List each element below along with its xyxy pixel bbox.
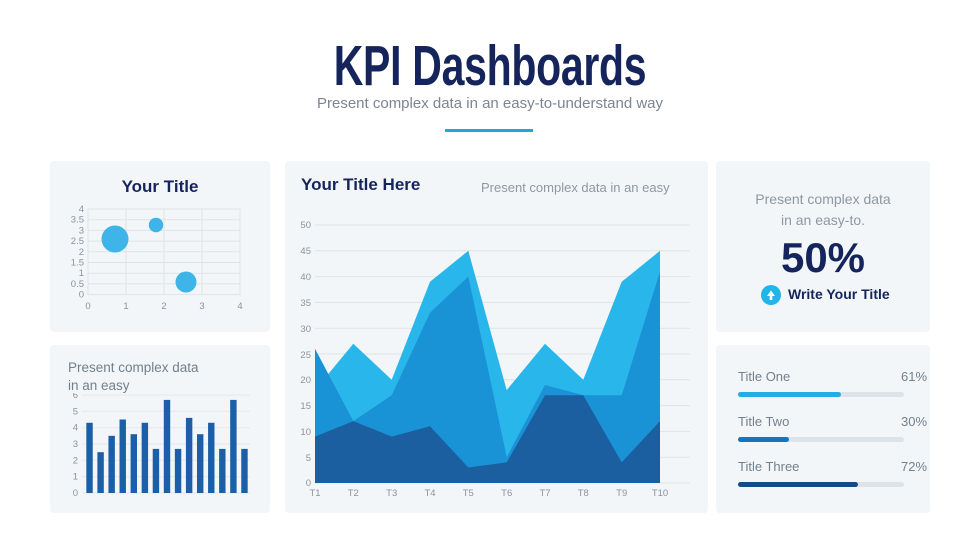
svg-text:0.5: 0.5	[71, 279, 84, 290]
svg-text:2: 2	[161, 301, 166, 312]
svg-text:20: 20	[300, 375, 311, 386]
svg-text:1: 1	[73, 472, 78, 483]
svg-text:T1: T1	[309, 488, 320, 499]
svg-text:4: 4	[237, 301, 242, 312]
svg-text:1: 1	[79, 268, 84, 279]
svg-text:3: 3	[73, 439, 78, 450]
svg-text:2.5: 2.5	[71, 236, 84, 247]
svg-text:4: 4	[73, 423, 78, 434]
svg-text:6: 6	[73, 393, 78, 401]
svg-text:40: 40	[300, 272, 311, 283]
svg-text:T7: T7	[539, 488, 550, 499]
svg-text:T10: T10	[652, 488, 668, 499]
svg-text:T5: T5	[463, 488, 474, 499]
svg-text:T6: T6	[501, 488, 512, 499]
svg-text:50: 50	[300, 220, 311, 231]
svg-text:T2: T2	[348, 488, 359, 499]
svg-text:T8: T8	[578, 488, 589, 499]
svg-text:45: 45	[300, 246, 311, 257]
svg-text:1.5: 1.5	[71, 258, 84, 269]
svg-text:2: 2	[79, 247, 84, 258]
svg-text:35: 35	[300, 298, 311, 309]
svg-text:3.5: 3.5	[71, 215, 84, 226]
svg-text:0: 0	[79, 290, 84, 301]
svg-text:0: 0	[73, 488, 78, 499]
svg-text:0: 0	[85, 301, 90, 312]
svg-text:T9: T9	[616, 488, 627, 499]
svg-text:10: 10	[300, 427, 311, 438]
svg-text:2: 2	[73, 455, 78, 466]
svg-text:1: 1	[123, 301, 128, 312]
svg-text:5: 5	[306, 453, 311, 464]
svg-text:T3: T3	[386, 488, 397, 499]
svg-text:30: 30	[300, 324, 311, 335]
svg-text:T4: T4	[424, 488, 435, 499]
svg-text:3: 3	[199, 301, 204, 312]
svg-text:4: 4	[79, 204, 84, 215]
svg-text:15: 15	[300, 401, 311, 412]
svg-text:5: 5	[73, 406, 78, 417]
svg-text:25: 25	[300, 350, 311, 361]
svg-text:3: 3	[79, 225, 84, 236]
